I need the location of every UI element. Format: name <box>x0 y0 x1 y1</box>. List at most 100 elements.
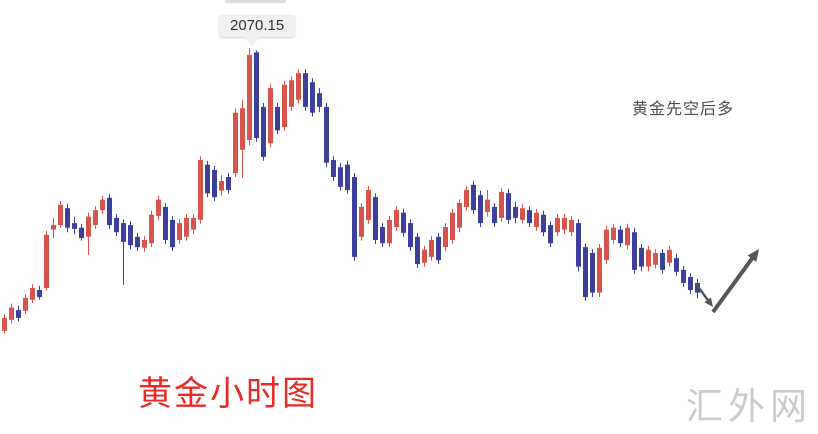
candle <box>541 210 546 237</box>
candle <box>289 76 294 111</box>
candle <box>366 186 371 224</box>
candle <box>443 223 448 251</box>
candle <box>37 286 42 300</box>
candle <box>198 156 203 224</box>
candle <box>394 206 399 231</box>
candle <box>415 232 420 268</box>
candle <box>149 210 154 248</box>
candle <box>205 160 210 198</box>
candle <box>583 243 588 301</box>
candle <box>170 216 175 251</box>
tooltip-pointer-icon <box>245 37 259 47</box>
candle <box>163 203 168 244</box>
chart-title: 黄金小时图 <box>138 375 318 413</box>
candle <box>72 216 77 235</box>
candle <box>548 221 553 248</box>
candle <box>296 69 301 104</box>
candle <box>128 221 133 250</box>
candle <box>590 249 595 298</box>
candle <box>457 199 462 233</box>
candle <box>681 266 686 287</box>
candle <box>604 225 609 264</box>
candle <box>65 203 70 233</box>
candle <box>338 162 343 191</box>
candle <box>380 223 385 248</box>
candle <box>401 208 406 237</box>
candle <box>121 219 126 285</box>
candle <box>576 219 581 272</box>
candle <box>282 80 287 131</box>
cropped-label-fragment <box>225 0 286 3</box>
candle <box>464 186 469 211</box>
candle <box>562 214 567 235</box>
candle <box>114 214 119 237</box>
candle <box>86 212 91 255</box>
candle <box>555 214 560 237</box>
candle <box>23 293 28 314</box>
candle <box>30 284 35 303</box>
candle <box>478 190 483 227</box>
candle <box>471 180 476 214</box>
candle <box>674 253 679 276</box>
candle <box>58 201 63 228</box>
candle <box>646 245 651 272</box>
candle <box>527 206 532 227</box>
candle <box>450 208 455 244</box>
candle <box>506 188 511 224</box>
candle <box>359 203 364 241</box>
candle <box>513 201 518 224</box>
candle <box>310 78 315 117</box>
candle <box>653 249 658 269</box>
candle <box>212 166 217 201</box>
candle <box>303 69 308 111</box>
candle <box>387 216 392 248</box>
candle <box>625 223 630 250</box>
candle <box>275 103 280 135</box>
candle <box>520 203 525 224</box>
candle <box>240 99 245 178</box>
candle <box>331 156 336 181</box>
candle <box>618 225 623 248</box>
candle <box>51 217 56 239</box>
candle <box>254 50 259 142</box>
candle <box>485 190 490 217</box>
candle <box>569 216 574 237</box>
candle <box>492 203 497 227</box>
candle <box>611 223 616 244</box>
candle <box>100 195 105 214</box>
candle <box>317 88 322 113</box>
candle <box>177 219 182 244</box>
candle <box>156 195 161 220</box>
candle <box>191 214 196 235</box>
candle <box>184 214 189 241</box>
candle <box>219 175 224 196</box>
candle <box>44 230 49 291</box>
candle <box>93 206 98 229</box>
candle <box>324 103 329 168</box>
candle <box>597 243 602 298</box>
candle <box>408 219 413 251</box>
candle <box>688 273 693 294</box>
candle <box>79 223 84 241</box>
candle <box>345 160 350 194</box>
candle <box>352 173 357 261</box>
candle <box>107 193 112 229</box>
candle <box>436 232 441 264</box>
candle <box>373 193 378 244</box>
price-tooltip-label: 2070.15 <box>230 17 285 34</box>
candle <box>2 314 7 334</box>
pullback-down-arrow-icon <box>694 283 713 307</box>
candle <box>16 305 21 322</box>
candle <box>639 243 644 272</box>
candle <box>135 232 140 251</box>
candle <box>632 227 637 274</box>
candle <box>660 249 665 274</box>
watermark: 汇外网 <box>686 386 812 427</box>
candle <box>667 245 672 267</box>
candle <box>226 173 231 194</box>
candle <box>422 245 427 267</box>
candle <box>499 188 504 222</box>
candle <box>268 84 273 148</box>
